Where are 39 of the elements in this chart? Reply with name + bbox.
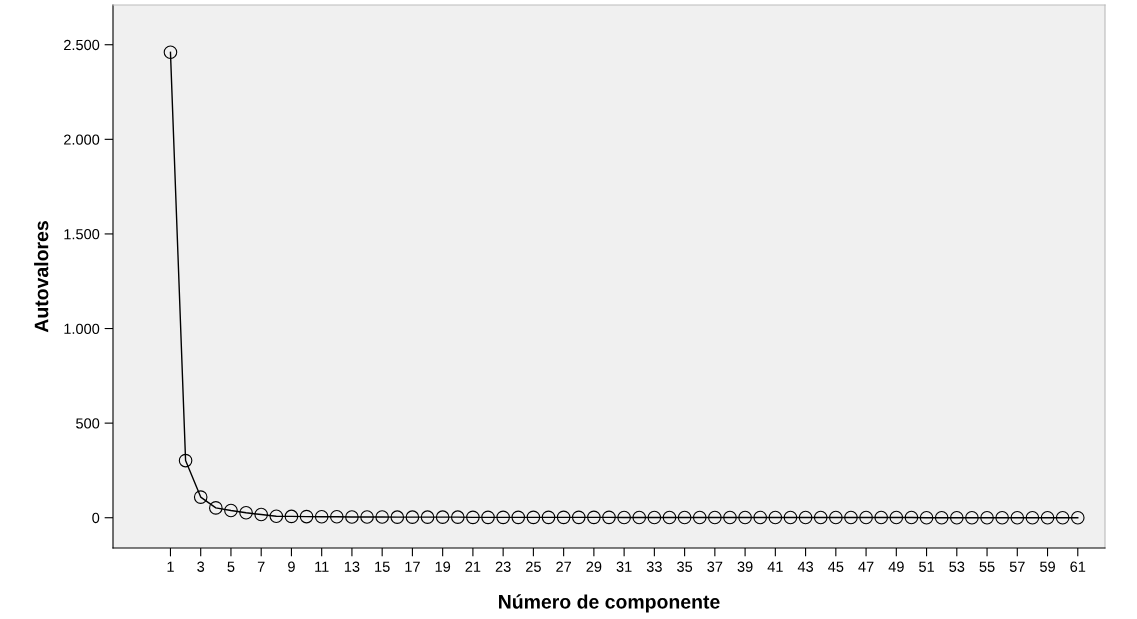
x-tick-label: 57 [1009,561,1025,572]
y-tick-label: 0 [92,512,100,524]
x-tick-label: 55 [979,561,995,572]
y-tick-label: 1.500 [64,229,100,240]
x-tick-label: 61 [1070,561,1086,572]
x-tick-label: 15 [375,561,390,572]
x-tick-label: 51 [919,561,934,572]
x-tick-label: 27 [556,561,572,572]
x-tick-label: 23 [495,561,511,572]
x-tick-label: 29 [586,561,602,572]
x-tick-label: 21 [465,561,481,572]
x-tick-label: 9 [288,561,295,572]
x-tick-label: 5 [227,561,235,572]
x-tick-label: 17 [405,561,420,572]
x-tick-label: 43 [797,561,814,572]
y-tick-label: 2.000 [64,134,100,145]
x-tick-label: 13 [344,561,360,572]
x-tick-label: 59 [1040,561,1055,572]
x-tick-label: 39 [737,561,753,572]
x-tick-label: 3 [197,561,205,572]
x-tick-label: 37 [707,561,723,572]
x-tick-label: 45 [828,561,844,572]
x-tick-label: 53 [949,561,965,572]
y-tick-label: 500 [76,418,100,429]
x-tick-label: 49 [888,561,904,572]
y-tick-label: 2.500 [64,39,100,51]
x-tick-label: 25 [526,561,541,572]
x-tick-label: 7 [257,561,265,572]
x-tick-label: 47 [858,561,874,572]
y-axis-title: Autovalores [34,221,49,333]
x-tick-label: 11 [315,561,329,572]
x-axis-title: Número de componente [499,594,720,613]
x-tick-label: 33 [646,561,662,572]
x-tick-label: 31 [616,561,632,572]
x-tick-label: 19 [435,561,451,572]
y-tick-label: 1.000 [64,323,100,334]
x-tick-label: 41 [767,561,783,572]
x-tick-label: 1 [167,561,174,572]
x-tick-label: 35 [677,561,693,572]
